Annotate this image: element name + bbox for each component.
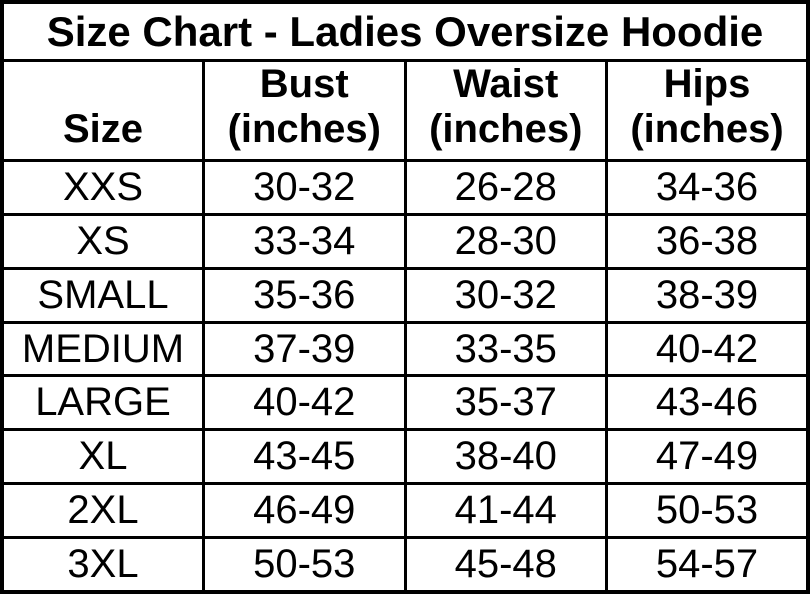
hips-cell: 34-36: [605, 159, 810, 216]
column-header-hips: Hips (inches): [605, 59, 810, 162]
header-row: Size Bust (inches) Waist (inches) Hips (inc…: [0, 59, 810, 162]
bust-cell: 40-42: [202, 374, 407, 432]
table-row: 2XL 46-49 41-44 50-53: [0, 482, 810, 540]
size-cell: LARGE: [0, 374, 205, 432]
bust-cell: 46-49: [202, 482, 407, 540]
table-row: XL 43-45 38-40 47-49: [0, 428, 810, 486]
waist-cell: 45-48: [403, 536, 608, 594]
title-row: Size Chart - Ladies Oversize Hoodie: [0, 0, 810, 62]
column-header-bust: Bust (inches): [202, 59, 407, 162]
hips-cell: 38-39: [605, 266, 810, 324]
bust-cell: 43-45: [202, 428, 407, 486]
size-cell: SMALL: [0, 266, 205, 324]
waist-cell: 26-28: [403, 159, 608, 216]
bust-cell: 35-36: [202, 266, 407, 324]
size-cell: XL: [0, 428, 205, 486]
bust-cell: 37-39: [202, 320, 407, 378]
waist-cell: 30-32: [403, 266, 608, 324]
waist-cell: 33-35: [403, 320, 608, 378]
column-header-waist-label: Waist: [453, 62, 559, 107]
bust-cell: 33-34: [202, 212, 407, 270]
column-header-bust-label: Bust: [259, 62, 349, 107]
bust-cell: 30-32: [202, 159, 407, 216]
size-cell: 3XL: [0, 536, 205, 594]
table-row: XS 33-34 28-30 36-38: [0, 212, 810, 270]
table-row: 3XL 50-53 45-48 54-57: [0, 536, 810, 594]
size-cell: 2XL: [0, 482, 205, 540]
column-header-bust-unit: (inches): [227, 107, 381, 152]
column-header-hips-label: Hips: [663, 62, 751, 107]
hips-cell: 43-46: [605, 374, 810, 432]
size-cell: XS: [0, 212, 205, 270]
hips-cell: 40-42: [605, 320, 810, 378]
hips-cell: 36-38: [605, 212, 810, 270]
table-row: SMALL 35-36 30-32 38-39: [0, 266, 810, 324]
waist-cell: 35-37: [403, 374, 608, 432]
hips-cell: 54-57: [605, 536, 810, 594]
chart-title: Size Chart - Ladies Oversize Hoodie: [0, 0, 810, 62]
waist-cell: 41-44: [403, 482, 608, 540]
hips-cell: 47-49: [605, 428, 810, 486]
table-row: MEDIUM 37-39 33-35 40-42: [0, 320, 810, 378]
column-header-size-label: Size: [62, 107, 144, 152]
size-cell: MEDIUM: [0, 320, 205, 378]
bust-cell: 50-53: [202, 536, 407, 594]
column-header-hips-unit: (inches): [630, 107, 784, 152]
column-header-size: Size: [0, 59, 205, 162]
table-row: XXS 30-32 26-28 34-36: [0, 159, 810, 216]
waist-cell: 38-40: [403, 428, 608, 486]
hips-cell: 50-53: [605, 482, 810, 540]
waist-cell: 28-30: [403, 212, 608, 270]
table-row: LARGE 40-42 35-37 43-46: [0, 374, 810, 432]
column-header-waist-unit: (inches): [429, 107, 583, 152]
column-header-waist: Waist (inches): [403, 59, 608, 162]
size-cell: XXS: [0, 159, 205, 216]
